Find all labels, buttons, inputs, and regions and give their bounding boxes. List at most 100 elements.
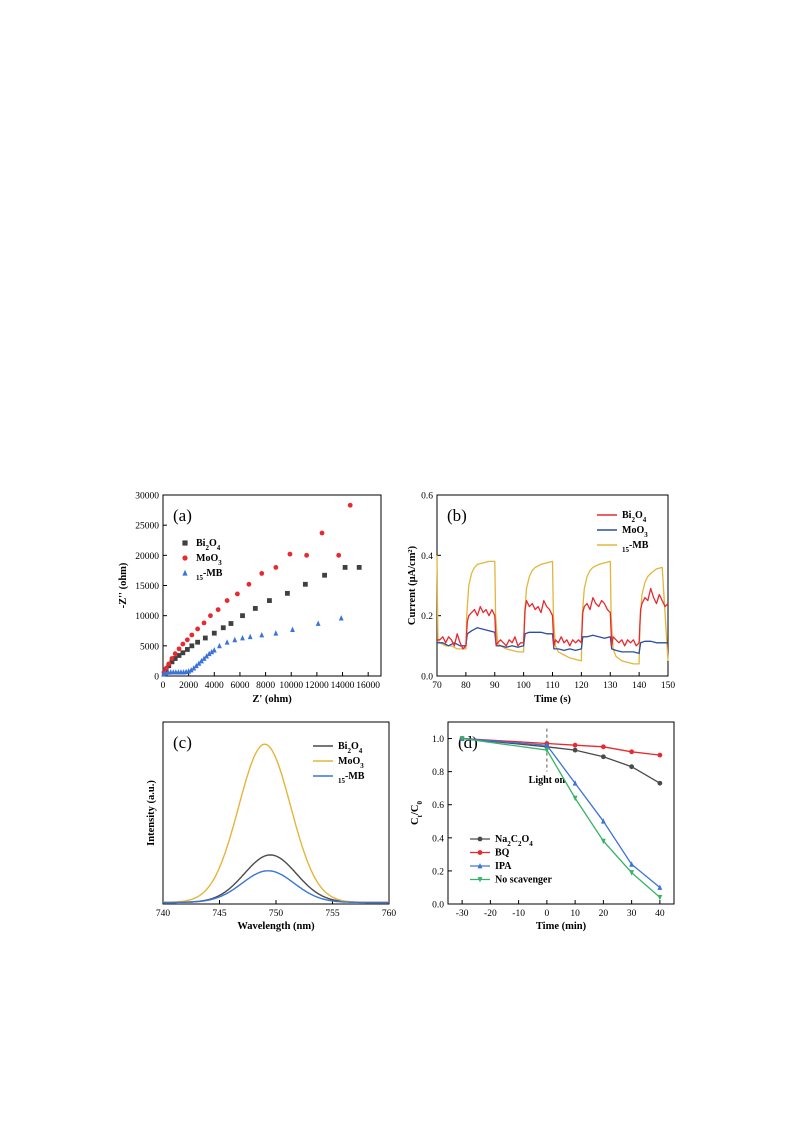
legend-marker bbox=[477, 836, 483, 842]
text-span: C bbox=[410, 817, 421, 825]
x-tick-label: 10 bbox=[570, 909, 580, 919]
data-point bbox=[247, 633, 253, 640]
data-point bbox=[211, 630, 217, 636]
y-tick-label: 0.6 bbox=[421, 492, 433, 502]
data-point bbox=[252, 606, 258, 611]
text-span: 4 bbox=[643, 516, 647, 524]
legend-label: 15-MB bbox=[338, 771, 365, 785]
series-moo3 bbox=[161, 502, 353, 675]
data-point bbox=[202, 635, 208, 641]
data-point bbox=[201, 655, 207, 661]
text-span: Bi bbox=[622, 510, 632, 521]
panel-label: (d) bbox=[458, 733, 478, 752]
data-point bbox=[188, 666, 194, 673]
x-tick-label: 4000 bbox=[205, 681, 224, 691]
y-tick-label: 0.2 bbox=[421, 612, 433, 622]
text-span: Bi bbox=[196, 538, 206, 549]
x-axis-label: Time (min) bbox=[536, 921, 587, 932]
data-point bbox=[336, 552, 342, 558]
data-point bbox=[629, 861, 635, 867]
x-tick-label: 6000 bbox=[230, 681, 249, 691]
series-line bbox=[462, 737, 661, 898]
data-point bbox=[166, 661, 172, 667]
text-span: 2 bbox=[205, 544, 209, 552]
data-point bbox=[180, 641, 186, 647]
x-tick-label: 745 bbox=[212, 909, 227, 919]
x-tick-label: 80 bbox=[461, 681, 471, 691]
y-tick-label: 0 bbox=[154, 673, 159, 683]
data-point bbox=[180, 650, 186, 656]
data-point bbox=[273, 565, 279, 570]
data-point bbox=[224, 598, 230, 603]
data-point bbox=[342, 565, 348, 570]
x-tick-label: 12000 bbox=[305, 681, 329, 691]
text-span: 15 bbox=[196, 574, 204, 582]
text-span: 0 bbox=[416, 801, 424, 805]
x-tick-label: 14000 bbox=[331, 681, 355, 691]
x-tick-label: 90 bbox=[490, 681, 500, 691]
data-point bbox=[172, 651, 178, 657]
legend-marker bbox=[477, 850, 483, 855]
y-tick-label: 0.4 bbox=[432, 834, 444, 844]
data-point bbox=[204, 653, 209, 659]
text-span: O bbox=[209, 538, 217, 549]
panel-label: (c) bbox=[173, 733, 192, 752]
x-tick-label: 760 bbox=[382, 909, 397, 919]
text-span: 15 bbox=[338, 777, 346, 785]
series-bq bbox=[459, 736, 663, 758]
text-span: 3 bbox=[360, 762, 364, 770]
text-span: -MB bbox=[345, 771, 365, 782]
data-point bbox=[189, 632, 195, 638]
x-tick-label: 110 bbox=[546, 681, 560, 691]
x-tick-label: 130 bbox=[603, 681, 618, 691]
data-point bbox=[209, 648, 215, 655]
data-point bbox=[232, 636, 238, 643]
x-tick-label: -10 bbox=[512, 909, 525, 919]
data-point bbox=[184, 647, 190, 652]
legend-label: IPA bbox=[495, 861, 512, 872]
data-point bbox=[356, 565, 362, 570]
data-point bbox=[215, 607, 221, 613]
legend-label: MoO3 bbox=[622, 525, 648, 539]
y-tick-label: 25000 bbox=[135, 522, 159, 532]
text-span: O bbox=[351, 741, 359, 752]
data-point bbox=[172, 656, 178, 661]
text-span: 4 bbox=[359, 747, 363, 755]
legend-label: 15-MB bbox=[622, 540, 649, 554]
text-span: MoO bbox=[622, 525, 644, 536]
y-tick-label: 0.6 bbox=[432, 801, 444, 811]
data-point bbox=[267, 598, 272, 603]
data-point bbox=[208, 613, 213, 619]
data-point bbox=[195, 626, 201, 632]
data-point bbox=[572, 795, 578, 802]
series-line-15-mb bbox=[163, 870, 389, 904]
data-point bbox=[629, 870, 635, 876]
x-tick-label: -20 bbox=[484, 909, 497, 919]
data-point bbox=[206, 650, 212, 657]
data-point bbox=[315, 620, 321, 626]
legend-label: MoO3 bbox=[338, 756, 364, 770]
x-tick-label: 30 bbox=[627, 909, 637, 919]
data-point bbox=[287, 551, 293, 557]
x-tick-label: 140 bbox=[632, 681, 647, 691]
text-span: C bbox=[511, 834, 518, 845]
data-point bbox=[290, 626, 295, 632]
data-point bbox=[322, 572, 327, 578]
data-point bbox=[184, 637, 190, 643]
x-tick-label: 70 bbox=[432, 681, 442, 691]
y-tick-label: 20000 bbox=[135, 552, 159, 562]
data-point bbox=[163, 665, 169, 671]
x-tick-label: 40 bbox=[655, 909, 665, 919]
x-axis-label: Wavelength (nm) bbox=[237, 921, 315, 932]
panel-a: 0 2000 4000 6000 8000 10000 12000 14000 16000050… bbox=[118, 492, 382, 705]
data-point bbox=[259, 571, 265, 576]
y-axis-label: Ct/C0 bbox=[410, 801, 424, 825]
panel-b: 70 80 90 100 110 120 130 140 150 0.0 0.2 0.4 0.6 (b) T… bbox=[407, 492, 675, 706]
data-point bbox=[199, 657, 204, 664]
y-tick-label: 0.4 bbox=[421, 552, 433, 562]
x-axis-label: Z' (ohm) bbox=[252, 694, 292, 705]
data-point bbox=[629, 749, 635, 755]
x-tick-label: 20 bbox=[599, 909, 609, 919]
data-point bbox=[176, 646, 182, 652]
legend-label: Na2C2O4 bbox=[495, 834, 533, 848]
